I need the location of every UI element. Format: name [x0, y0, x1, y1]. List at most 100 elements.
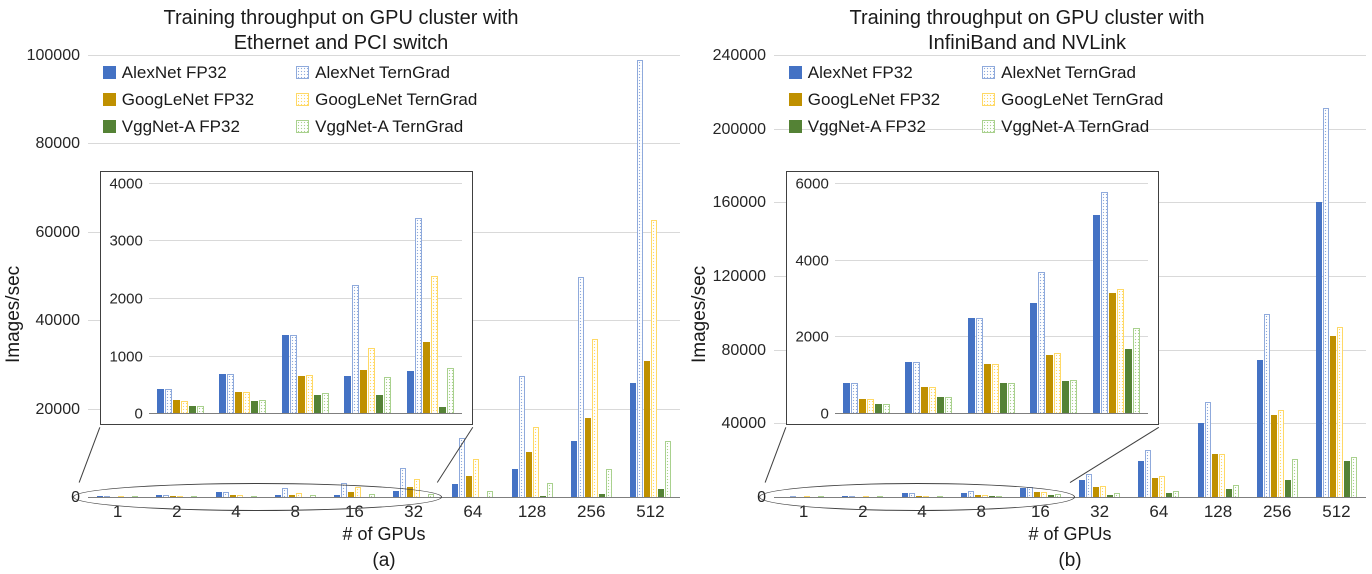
- bar-googlenet-fp32: [983, 364, 991, 415]
- bar-alexnet-terngrad: [850, 383, 858, 415]
- legend-label: GoogLeNet TernGrad: [1001, 89, 1164, 109]
- gridline: [774, 55, 1366, 56]
- inset-bar-group-4: [274, 184, 337, 415]
- inset-plot-area: [834, 182, 1148, 415]
- inset-tick-labels: 0 1000 2000 3000 4000: [103, 176, 149, 421]
- legend-item-vggnet-a-terngrad: VggNet-A TernGrad: [982, 117, 1163, 137]
- inset-bar-group-4: [960, 184, 1023, 415]
- inset-bar-group-1: [149, 184, 212, 415]
- bar-vggnet-a-terngrad: [1350, 457, 1357, 498]
- bar-group-512: [1307, 56, 1366, 498]
- inset-bar-group-8: [337, 184, 400, 415]
- bar-googlenet-fp32: [1270, 415, 1277, 498]
- inset-chart: 0 1000 2000 3000 4000: [99, 170, 473, 426]
- legend-item-alexnet-fp32: AlexNet FP32: [102, 63, 254, 83]
- legend-swatch: [982, 66, 996, 80]
- inset-bar-group-8: [1023, 184, 1086, 415]
- bar-googlenet-fp32: [921, 387, 929, 415]
- bar-group-256: [562, 56, 621, 498]
- inset-tick-label: 4000: [109, 175, 143, 193]
- y-tick-label: 20000: [35, 400, 81, 418]
- bar-vggnet-a-fp32: [937, 396, 945, 415]
- legend-swatch: [102, 93, 116, 107]
- legend-swatch: [296, 66, 310, 80]
- bar-alexnet-fp32: [452, 483, 459, 498]
- bar-alexnet-terngrad: [1086, 474, 1093, 498]
- bar-googlenet-terngrad: [991, 364, 999, 415]
- bar-alexnet-fp32: [407, 370, 414, 415]
- bar-vggnet-a-terngrad: [384, 376, 392, 415]
- inset-gridline: [148, 355, 462, 357]
- bar-vggnet-a-terngrad: [605, 469, 612, 498]
- x-tick-label: 2: [858, 502, 868, 521]
- legend-swatch: [788, 120, 802, 134]
- inset-gridlines: [834, 182, 1148, 415]
- plot-area: 0 2000 4000 6000 AlexNet FP32 AlexNet TernGr…: [759, 55, 1366, 511]
- bar-alexnet-terngrad: [636, 60, 643, 498]
- bar-googlenet-terngrad: [1336, 326, 1343, 498]
- bar-vggnet-a-terngrad: [1291, 459, 1298, 498]
- bar-vggnet-a-fp32: [1107, 494, 1114, 498]
- inset-tick-label: 1000: [109, 348, 143, 366]
- bar-googlenet-terngrad: [431, 275, 438, 415]
- gridline: [88, 55, 680, 56]
- inset-gridline: [148, 413, 462, 415]
- inset-bars-layer: [149, 184, 462, 415]
- bar-googlenet-terngrad: [1277, 409, 1284, 498]
- bar-vggnet-a-fp32: [1343, 461, 1350, 498]
- inset-bar-group-2: [897, 184, 960, 415]
- bar-googlenet-terngrad: [1054, 352, 1062, 415]
- bar-vggnet-a-fp32: [376, 395, 384, 415]
- inset-gridline: [834, 336, 1148, 338]
- bar-googlenet-terngrad: [368, 347, 376, 415]
- bar-vggnet-a-fp32: [999, 383, 1007, 415]
- chart-title-line1: Training throughput on GPU cluster with: [163, 7, 519, 29]
- bar-alexnet-terngrad: [518, 376, 525, 498]
- bar-vggnet-a-fp32: [1125, 348, 1132, 415]
- legend-label: VggNet-A FP32: [807, 116, 926, 136]
- plot-area: 0 1000 2000 3000 4000 AlexNet FP32 AlexNet Te…: [73, 55, 680, 511]
- x-tick-label: 64: [463, 502, 483, 521]
- inset-gridline: [148, 297, 462, 299]
- chart-title: Training throughput on GPU cluster with …: [2, 6, 680, 56]
- y-tick-label: 40000: [721, 415, 767, 433]
- bar-vggnet-a-terngrad: [447, 368, 454, 415]
- bar-vggnet-a-fp32: [251, 400, 259, 415]
- inset-tick-label: 2000: [795, 328, 829, 346]
- bar-vggnet-a-terngrad: [259, 399, 267, 415]
- bar-alexnet-terngrad: [289, 334, 297, 415]
- bar-googlenet-terngrad: [473, 459, 480, 498]
- x-axis-title: # of GPUs: [1028, 524, 1112, 544]
- bar-googlenet-terngrad: [532, 427, 539, 498]
- legend-swatch: [788, 66, 802, 80]
- legend-swatch: [296, 120, 310, 134]
- x-tick-label: 512: [1322, 502, 1351, 521]
- inset-bar-group-1: [835, 184, 898, 415]
- y-tick-label: 100000: [26, 47, 80, 64]
- bar-googlenet-terngrad: [1218, 453, 1225, 498]
- zoom-source-ellipse: [73, 483, 443, 511]
- bar-alexnet-terngrad: [1145, 450, 1152, 498]
- bar-group-512: [621, 56, 680, 498]
- bar-alexnet-terngrad: [913, 362, 921, 415]
- bar-googlenet-fp32: [360, 370, 368, 415]
- legend-item-googlenet-fp32: GoogLeNet FP32: [102, 89, 255, 110]
- bar-vggnet-a-fp32: [313, 395, 321, 415]
- chart-title-line2: Ethernet and PCI switch: [233, 32, 449, 54]
- legend-label: GoogLeNet FP32: [121, 89, 255, 109]
- legend-item-googlenet-terngrad: GoogLeNet TernGrad: [296, 90, 477, 110]
- x-tick-label: 256: [577, 502, 606, 521]
- inset-tick-label: 0: [820, 405, 829, 423]
- legend-item-alexnet-terngrad: AlexNet TernGrad: [296, 63, 477, 83]
- legend-label: AlexNet TernGrad: [315, 62, 450, 82]
- y-tick-label: 120000: [712, 268, 766, 285]
- bar-vggnet-a-fp32: [539, 495, 546, 498]
- legend-label: AlexNet FP32: [807, 62, 913, 82]
- bar-googlenet-fp32: [1152, 477, 1159, 498]
- x-tick-label: 8: [976, 502, 986, 521]
- x-axis-tick-labels: 1 2 4 8 16 32 64 128 256 512: [774, 498, 1366, 524]
- bar-alexnet-fp32: [967, 318, 975, 415]
- bar-alexnet-terngrad: [164, 389, 172, 415]
- legend-item-alexnet-fp32: AlexNet FP32: [788, 62, 940, 83]
- bar-googlenet-terngrad: [305, 374, 313, 415]
